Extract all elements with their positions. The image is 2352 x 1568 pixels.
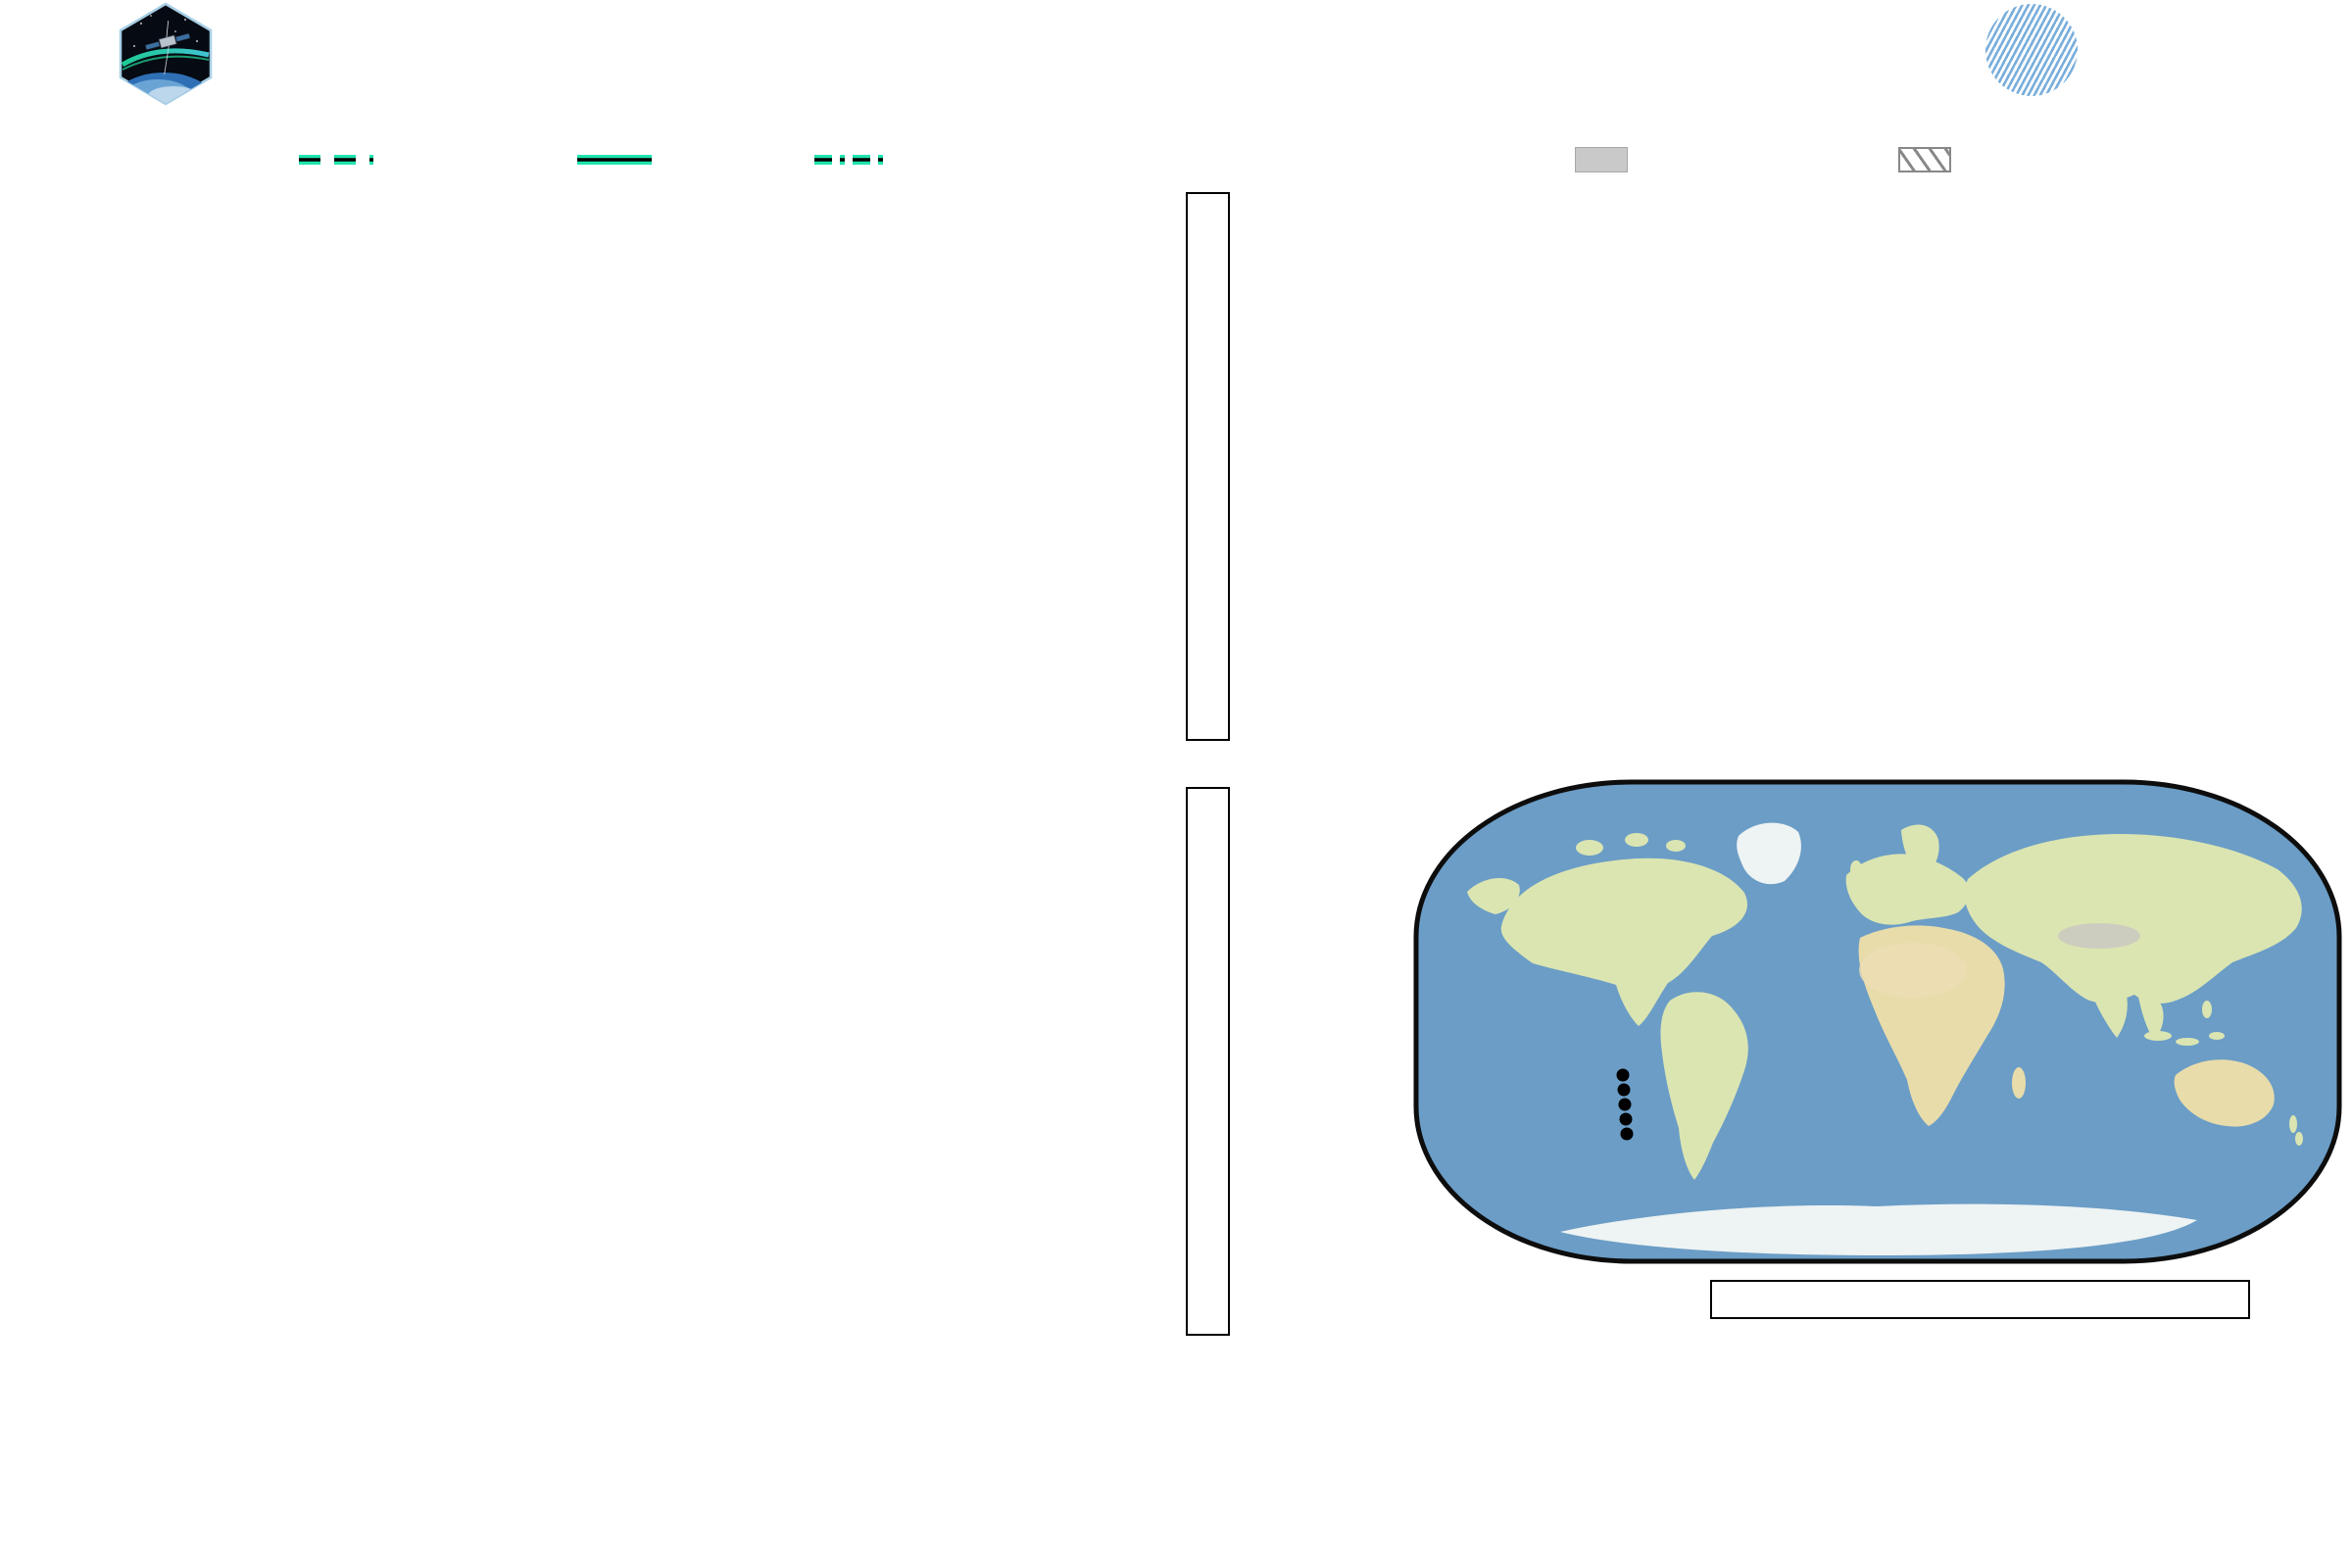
sc-axis-spectrogram	[235, 187, 1072, 750]
altitude-colorbar	[1710, 1280, 2250, 1319]
world-map	[1413, 779, 2342, 1264]
sensor-current-plot	[1515, 187, 2274, 427]
tof-counts-colorbar	[1186, 787, 1230, 1336]
aurora-arc	[121, 48, 210, 68]
cassiope-mission-patch	[119, 2, 213, 106]
ground-track	[1616, 1068, 1634, 1141]
esa-globe-icon	[1985, 4, 2078, 96]
toa-spectrogram	[235, 780, 1072, 1357]
counters-plot	[1515, 450, 2274, 720]
pixel-counts-colorbar	[1186, 192, 1230, 741]
esa-logo	[1985, 4, 2089, 96]
satellite-icon	[144, 21, 191, 75]
bfield-legend-line	[577, 155, 652, 165]
shadow-legend-swatch	[1898, 147, 1951, 172]
eclipse-legend-swatch	[1575, 147, 1628, 172]
zenith-legend-line	[814, 155, 889, 165]
anti-ram-legend-line	[299, 155, 373, 165]
continents	[1467, 822, 2303, 1255]
